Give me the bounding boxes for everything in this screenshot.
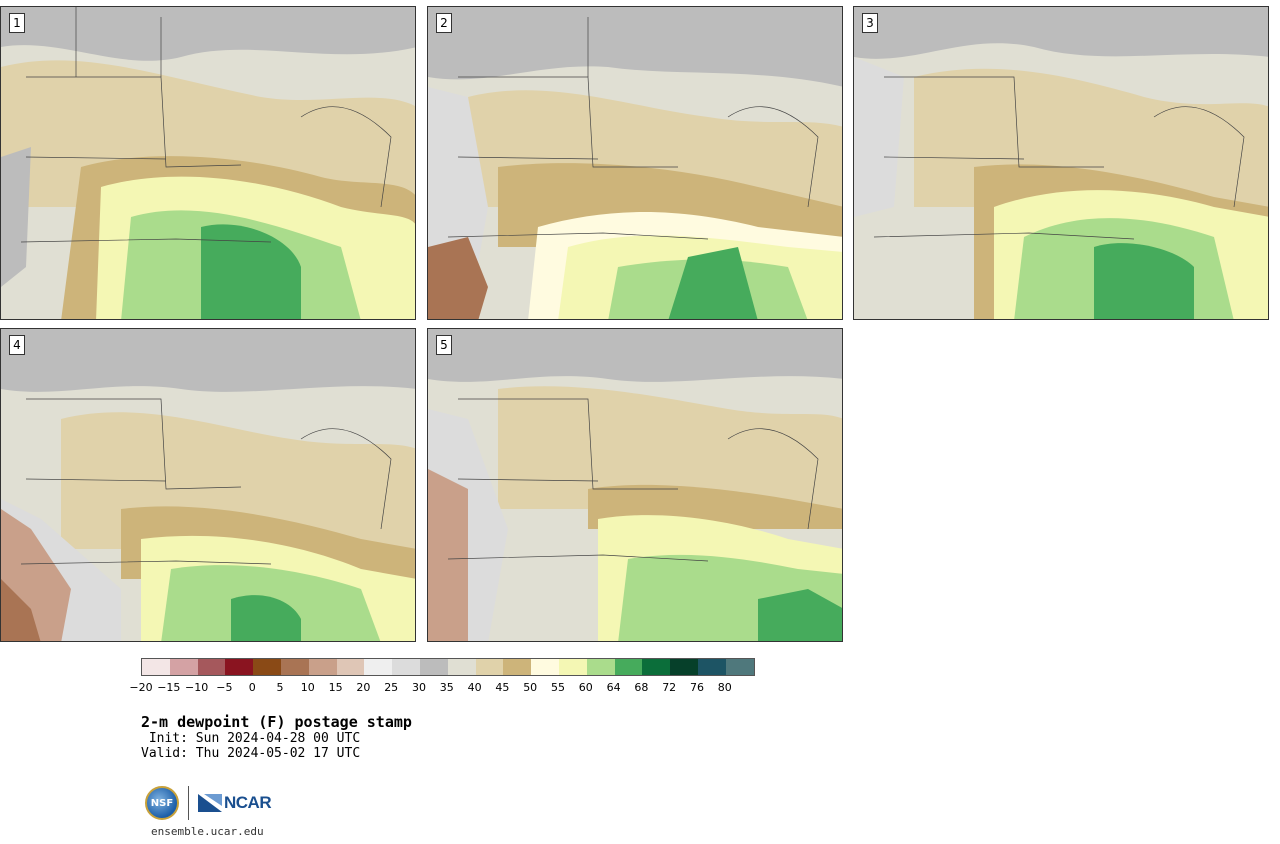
panel-number: 2 (436, 13, 452, 33)
ncar-text: NCAR (224, 793, 272, 812)
colorbar-tick-label: 60 (578, 681, 593, 694)
init-time: Init: Sun 2024-04-28 00 UTC (141, 731, 361, 746)
map-panel-2: 2 (427, 6, 843, 320)
colorbar-swatch (447, 659, 476, 675)
colorbar-tick-label: 50 (523, 681, 538, 694)
colorbar-swatch (670, 659, 698, 675)
colorbar-swatch (531, 659, 559, 675)
colorbar-swatch (197, 659, 226, 675)
colorbar-swatch (586, 659, 615, 675)
colorbar-tick-label: 68 (634, 681, 649, 694)
colorbar-tick-label: −10 (184, 681, 209, 694)
colorbar-tick-label: 45 (495, 681, 510, 694)
chart-title: 2-m dewpoint (F) postage stamp (141, 713, 412, 731)
panel-number: 4 (9, 335, 25, 355)
colorbar-swatch (392, 659, 420, 675)
colorbar-swatch (280, 659, 309, 675)
colorbar-swatch (364, 659, 393, 675)
map-panel-4: 4 (0, 328, 416, 642)
colorbar-tick-label: 10 (300, 681, 315, 694)
colorbar-swatch (614, 659, 643, 675)
dewpoint-map-3 (854, 7, 1268, 319)
colorbar-tick-label: 30 (412, 681, 426, 694)
colorbar-tick-label: −20 (129, 681, 153, 694)
nsf-logo: NSF (145, 786, 179, 820)
dewpoint-map-5 (428, 329, 842, 641)
colorbar-tick-label: 64 (606, 681, 621, 694)
colorbar-tick-label: 72 (662, 681, 677, 694)
panel-number: 5 (436, 335, 452, 355)
colorbar-tick-label: 80 (717, 681, 732, 694)
colorbar-tick-label: 15 (328, 681, 343, 694)
panel-number: 1 (9, 13, 25, 33)
panel-number: 3 (862, 13, 878, 33)
valid-time: Valid: Thu 2024-05-02 17 UTC (141, 746, 361, 761)
colorbar-tick-label: −5 (216, 681, 233, 694)
colorbar (141, 658, 755, 676)
ncar-mark-icon (198, 794, 222, 812)
colorbar-tick-label: 5 (276, 681, 284, 694)
site-url: ensemble.ucar.edu (151, 825, 264, 838)
map-panel-3: 3 (853, 6, 1269, 320)
dewpoint-map-4 (1, 329, 415, 641)
colorbar-tick-label: 40 (467, 681, 482, 694)
colorbar-ticks: −20 −15 −10 −5 0 5 10 15 20 25 30 35 40 45 50 55 60 64 68 7… (129, 681, 761, 695)
colorbar-swatch (142, 659, 170, 675)
colorbar-swatch (475, 659, 504, 675)
colorbar-tick-label: 0 (248, 681, 256, 694)
colorbar-swatch (503, 659, 532, 675)
logo-divider (188, 786, 189, 820)
colorbar-swatch (169, 659, 198, 675)
colorbar-swatch (725, 659, 754, 675)
colorbar-tick-label: 20 (356, 681, 371, 694)
colorbar-swatch (336, 659, 365, 675)
colorbar-tick-label: −15 (157, 681, 181, 694)
dewpoint-map-2 (428, 7, 842, 319)
colorbar-tick-label: 25 (384, 681, 399, 694)
colorbar-swatch (253, 659, 281, 675)
dewpoint-map-1 (1, 7, 415, 319)
map-panel-1: 1 (0, 6, 416, 320)
map-panel-5: 5 (427, 328, 843, 642)
colorbar-swatch (697, 659, 726, 675)
logos: NSF NCAR (145, 786, 272, 820)
colorbar-swatch (642, 659, 671, 675)
colorbar-swatch (225, 659, 254, 675)
colorbar-tick-label: 35 (439, 681, 454, 694)
ncar-logo: NCAR (198, 793, 272, 813)
colorbar-tick-label: 76 (690, 681, 704, 694)
colorbar-swatch (419, 659, 448, 675)
colorbar-tick-label: 55 (551, 681, 565, 694)
colorbar-swatch (558, 659, 587, 675)
colorbar-swatch (308, 659, 337, 675)
